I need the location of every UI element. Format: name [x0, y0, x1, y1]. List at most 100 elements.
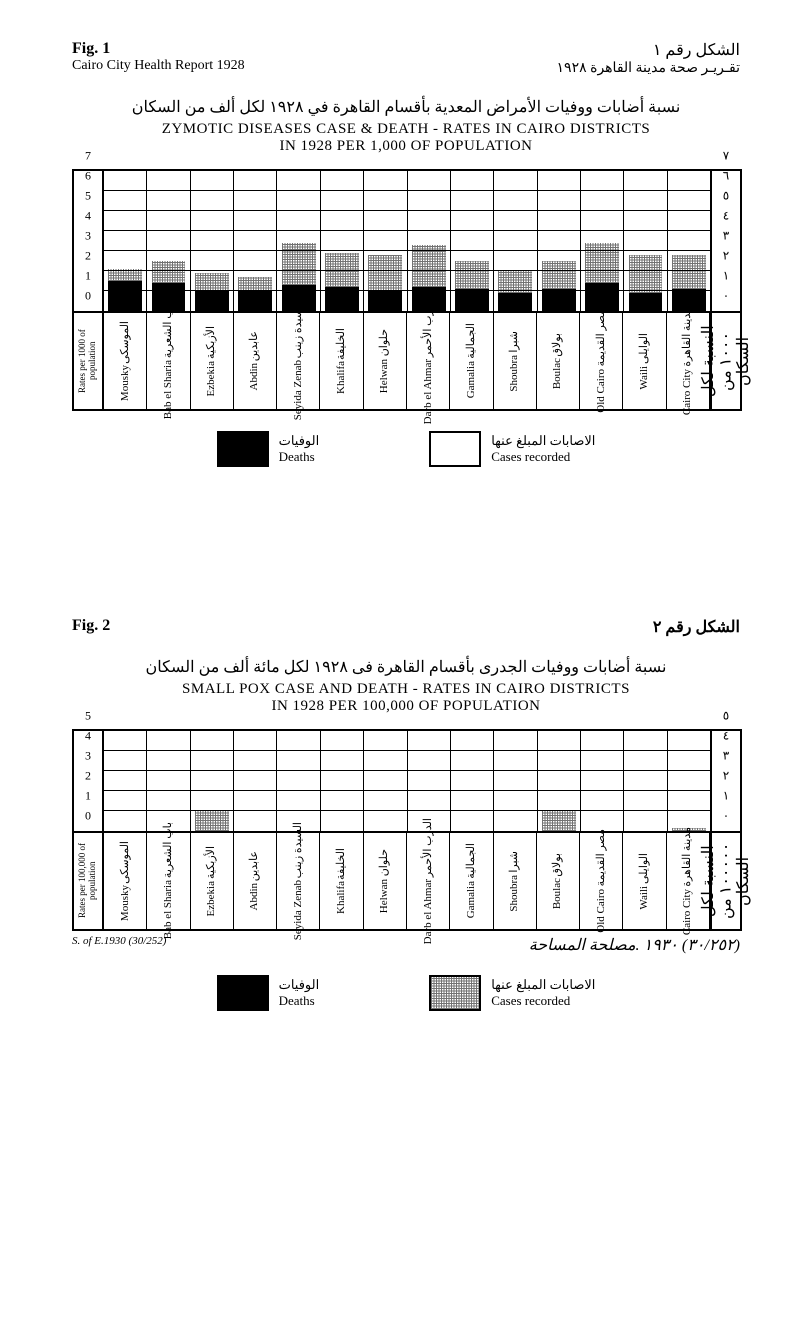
y-tick-right: ٠ [712, 289, 740, 304]
x-label-ar: شبرا [509, 851, 520, 873]
x-label-ar: بولاق [552, 853, 563, 877]
y-tick-left: 2 [74, 249, 102, 264]
x-label-ar: الدرب الأحمر [423, 298, 434, 357]
x-label-ar: الجمالية [466, 843, 477, 879]
bar-slot [364, 731, 407, 831]
legend2-deaths: الوفيات Deaths [217, 975, 320, 1011]
bar-slot [321, 171, 364, 311]
y-tick-right: ٣ [712, 749, 740, 764]
x-label-en: Old Cairo [596, 369, 607, 413]
x-label-cell: السيدة زينبSeyida Zenab [277, 313, 320, 409]
y-tick-right: ١ [712, 789, 740, 804]
bar-slot [234, 731, 277, 831]
bar-slot [104, 731, 147, 831]
x-label-ar: شبرا [509, 331, 520, 353]
x-label-en: Gamalia [466, 361, 477, 398]
bar-slot [538, 731, 581, 831]
x-label-cell: حلوانHelwan [364, 313, 407, 409]
y-tick-right: ٠ [712, 809, 740, 824]
x-label-ar: مصر القديمة [596, 309, 607, 366]
y-tick-left: 6 [74, 169, 102, 184]
bar-slot [624, 731, 667, 831]
x-label-cell: الموسكىMousky [104, 833, 147, 929]
x-label-en: Ezbekia [206, 361, 217, 396]
x-label-en: Seyida Zenab [293, 360, 304, 420]
bar-slot [234, 171, 277, 311]
x-label-ar: الأزبكية [206, 846, 217, 879]
fig2-label: Fig. 2 [72, 617, 110, 637]
x-label-en: Waili [639, 886, 650, 910]
bar-cases [585, 243, 619, 283]
x-label-ar: عابدين [249, 851, 260, 881]
legend-cases-en: Cases recorded [491, 449, 595, 465]
bar-deaths [238, 291, 272, 311]
x-label-cell: الخليفةKhalifa [320, 313, 363, 409]
report-title-ar: تقـريـر صحة مدينة القاهرة ١٩٢٨ [557, 60, 740, 77]
y-tick-right: ٧ [712, 149, 740, 164]
x-label-ar: حلوان [379, 329, 390, 356]
x-label-ar: الموسكى [120, 841, 131, 884]
bar-deaths [629, 293, 663, 311]
x-label-ar: الأزبكية [206, 326, 217, 359]
x-label-ar: عابدين [249, 331, 260, 361]
bar-slot [668, 171, 710, 311]
bar-cases [542, 261, 576, 289]
bar-deaths [455, 289, 489, 311]
x-label-ar: مدينة القاهرة [682, 307, 693, 367]
x-label-ar: بولاق [552, 333, 563, 357]
x-label-ar: باب الشعرية [163, 302, 174, 358]
x-label-en: Cairo City [682, 889, 693, 935]
fig2-title-en-2: IN 1928 PER 100,000 OF POPULATION [72, 698, 740, 715]
bar-deaths [325, 287, 359, 311]
y-tick-right: ٥ [712, 709, 740, 724]
bar-slot [147, 731, 190, 831]
y-axis-label-right: النسبة لكل ١٠٠٠٠٠ من السكان [700, 837, 753, 925]
x-label-en: Khalifa [336, 881, 347, 914]
x-label-ar: الوايلى [639, 333, 650, 364]
footnote-right: (٣٠/٢٥٢) ١٩٣٠ .مصلحة المساحة [529, 935, 740, 955]
y-tick-right: ٦ [712, 169, 740, 184]
bar-slot [451, 171, 494, 311]
x-label-ar: الموسكى [120, 321, 131, 364]
legend2-deaths-en: Deaths [279, 993, 320, 1009]
bar-cases [108, 269, 142, 281]
y-axis-label-left: Rates per 1000 of population [78, 317, 98, 405]
fig1-label-ar: الشكل رقم ١ [557, 40, 740, 60]
footnote-left: S. of E.1930 (30/252) [72, 935, 166, 955]
y-tick-left: 0 [74, 809, 102, 824]
bar-deaths [585, 283, 619, 311]
bar-cases [368, 255, 402, 291]
x-label-en: Waili [639, 366, 650, 390]
y-tick-left: 5 [74, 709, 102, 724]
x-label-cell: باب الشعريةBab el Sharia [147, 313, 190, 409]
bar-cases [325, 253, 359, 287]
fig2-chart: 543210٥٤٣٢١٠Rates per 100,000 of populat… [72, 729, 742, 931]
x-label-cell: الوايلىWaili [623, 833, 666, 929]
x-label-ar: الخليفة [336, 848, 347, 880]
bar-cases [282, 243, 316, 285]
x-label-en: Shoubra [509, 875, 520, 912]
y-tick-left: 1 [74, 269, 102, 284]
y-tick-left: 0 [74, 289, 102, 304]
bar-slot [538, 171, 581, 311]
x-label-en: Boulac [552, 358, 563, 389]
bar-slot [581, 731, 624, 831]
y-tick-left: 3 [74, 229, 102, 244]
x-label-cell: السيدة زينبSeyida Zenab [277, 833, 320, 929]
y-tick-left: 4 [74, 209, 102, 224]
x-label-en: Seyida Zenab [293, 880, 304, 940]
bar-slot [668, 731, 710, 831]
report-title-en: Cairo City Health Report 1928 [72, 58, 245, 74]
bar-slot [321, 731, 364, 831]
fig1-label: Fig. 1 [72, 40, 245, 58]
fig1-title-ar: نسبة أضابات ووفيات الأمراض المعدية بأقسا… [72, 97, 740, 117]
fig2-title-ar: نسبة أضابات ووفيات الجدرى بأقسام القاهرة… [72, 657, 740, 677]
x-label-cell: عابدينAbdin [234, 313, 277, 409]
x-label-en: Old Cairo [596, 889, 607, 933]
y-axis-label-left: Rates per 100,000 of population [78, 837, 98, 925]
x-label-cell: الموسكىMousky [104, 313, 147, 409]
legend-deaths-ar: الوفيات [279, 433, 320, 449]
bar-slot [147, 171, 190, 311]
bar-deaths [108, 281, 142, 311]
x-label-cell: الخليفةKhalifa [320, 833, 363, 929]
